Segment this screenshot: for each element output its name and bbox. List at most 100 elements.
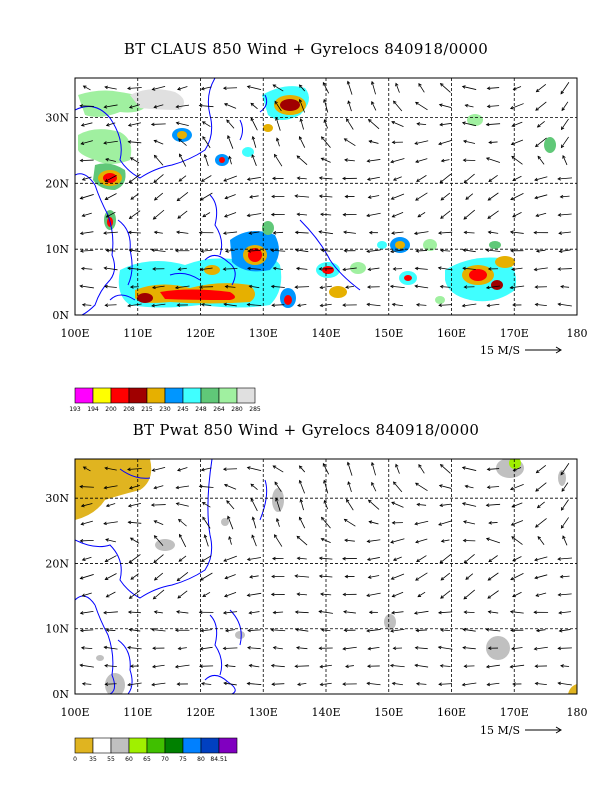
wind-arrow [151, 86, 166, 91]
wind-arrow [533, 646, 548, 651]
wind-arrow [272, 231, 284, 235]
wind-arrow [153, 104, 164, 109]
wind-arrow [80, 140, 93, 145]
wind-arrow [533, 267, 548, 272]
wind-arrow [228, 155, 232, 165]
wind-arrow [223, 103, 237, 109]
wind-arrow [510, 573, 524, 581]
wind-arrow [177, 467, 188, 472]
wind-arrow [202, 212, 211, 218]
wind-arrow [438, 484, 452, 489]
wind-arrow [272, 556, 284, 561]
wind-arrow [463, 285, 475, 289]
wind-arrow [533, 230, 549, 235]
wind-arrow [103, 610, 118, 615]
wind-arrow [342, 592, 357, 597]
wind-arrow [440, 572, 451, 581]
wind-arrow [437, 266, 453, 271]
wind-arrow [274, 481, 282, 492]
wind-arrow [342, 267, 357, 272]
wind-arrow [389, 663, 405, 668]
wind-arrow [417, 212, 426, 218]
wind-arrow [347, 481, 352, 493]
panel1-coastlines [75, 78, 361, 315]
wind-arrow [413, 231, 429, 236]
wind-arrow [391, 140, 403, 145]
wind-arrow [127, 503, 141, 508]
wind-arrow [103, 140, 118, 145]
wind-arrow [296, 592, 308, 596]
wind-arrow [366, 681, 381, 686]
wind-arrow [559, 194, 570, 199]
wind-arrow [251, 135, 257, 148]
colorbar-label: 215 [141, 406, 153, 413]
colorbar-swatch [74, 387, 94, 404]
wind-arrow [79, 610, 94, 615]
wind-arrow [200, 628, 212, 633]
wind-arrow [250, 497, 258, 512]
wind-arrow [461, 502, 477, 507]
wind-arrow [391, 591, 404, 598]
wind-arrow [346, 80, 353, 95]
wind-arrow [274, 100, 282, 112]
panel1-xticks: 100E 110E 120E 130E 140E 150E 160E 170E 180 [60, 327, 587, 340]
wind-arrow [487, 610, 499, 614]
panel2-coastlines [75, 459, 268, 694]
wind-arrow [464, 103, 474, 108]
wind-arrow [247, 628, 261, 633]
wind-arrow [127, 266, 142, 271]
colorbar-label: 230 [159, 406, 171, 413]
wind-arrow [275, 517, 280, 527]
cloud-patch [377, 241, 387, 249]
wind-arrow [105, 591, 116, 598]
wind-arrow [370, 80, 376, 95]
cloud-patch [544, 137, 556, 153]
wind-arrow [416, 175, 427, 182]
wind-arrow [202, 591, 211, 597]
wind-arrow [151, 467, 166, 472]
wind-arrow [178, 555, 187, 562]
wind-arrow [392, 556, 402, 561]
wind-arrow [178, 153, 187, 167]
wind-arrow [80, 266, 93, 271]
wind-arrow [511, 646, 523, 651]
wind-arrow [81, 556, 92, 561]
wind-arrow [270, 592, 285, 597]
wind-arrow [130, 193, 139, 200]
wind-arrow [246, 681, 262, 686]
wind-arrow [343, 138, 356, 147]
wind-arrow [79, 574, 94, 580]
wind-arrow [366, 557, 380, 562]
pwat-patch [221, 518, 229, 526]
wind-arrow [174, 628, 190, 633]
wind-arrow [391, 681, 403, 686]
wind-arrow [104, 466, 117, 471]
wind-arrow [418, 463, 425, 474]
wind-arrow [174, 248, 190, 253]
wind-arrow [222, 611, 238, 615]
wind-arrow [104, 175, 117, 182]
wind-arrow [104, 573, 117, 580]
wind-arrow [152, 646, 165, 651]
wind-arrow [152, 285, 165, 290]
wind-arrow [127, 645, 142, 650]
wind-arrow [295, 646, 308, 650]
wind-arrow [415, 158, 428, 164]
wind-arrow [486, 682, 500, 687]
wind-arrow [342, 212, 357, 217]
wind-arrow [463, 209, 476, 220]
wind-arrow [485, 157, 501, 163]
wind-arrow [224, 194, 236, 200]
wind-arrow [103, 485, 118, 490]
wind-arrow [465, 573, 474, 580]
wind-arrow [438, 303, 452, 308]
wind-arrow [511, 536, 523, 545]
wind-arrow [560, 517, 569, 529]
wind-arrow [367, 664, 380, 668]
wind-arrow [535, 592, 547, 597]
wind-arrow [320, 516, 331, 529]
wind-arrow [202, 135, 211, 149]
x-tick-label: 120E [186, 327, 215, 340]
wind-arrow [127, 520, 142, 525]
x-tick-label: 160E [437, 706, 466, 719]
